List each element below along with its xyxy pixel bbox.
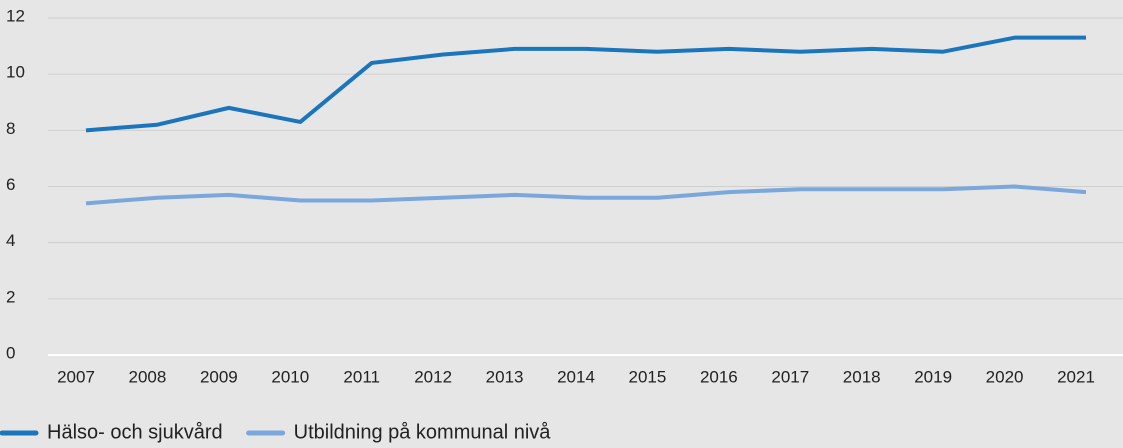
x-tick-label: 2010 <box>271 367 309 386</box>
y-tick-label: 4 <box>6 231 15 250</box>
x-tick-label: 2013 <box>486 367 524 386</box>
x-tick-label: 2019 <box>914 367 952 386</box>
y-tick-label: 2 <box>6 287 15 306</box>
x-tick-label: 2021 <box>1057 367 1095 386</box>
series-line <box>85 184 1087 206</box>
x-tick-label: 2007 <box>57 367 95 386</box>
y-tick-label: 8 <box>6 119 15 138</box>
x-tick-label: 2020 <box>986 367 1024 386</box>
x-tick-label: 2015 <box>629 367 667 386</box>
x-tick-label: 2008 <box>129 367 167 386</box>
y-tick-label: 10 <box>6 63 25 82</box>
y-tick-label: 0 <box>6 343 15 362</box>
legend-label: Hälso- och sjukvård <box>47 421 223 443</box>
x-tick-label: 2012 <box>414 367 452 386</box>
x-tick-label: 2016 <box>700 367 738 386</box>
y-tick-label: 12 <box>6 6 25 25</box>
x-tick-label: 2018 <box>843 367 881 386</box>
x-tick-label: 2011 <box>343 367 380 386</box>
legend-label: Utbildning på kommunal nivå <box>294 421 552 443</box>
x-tick-label: 2009 <box>200 367 238 386</box>
y-tick-label: 6 <box>6 175 15 194</box>
x-tick-label: 2014 <box>557 367 595 386</box>
series-line <box>85 35 1086 133</box>
x-tick-label: 2017 <box>771 367 809 386</box>
